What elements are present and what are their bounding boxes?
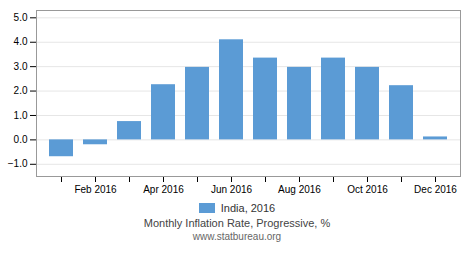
svg-text:Oct 2016: Oct 2016 xyxy=(347,184,388,195)
svg-text:0.0: 0.0 xyxy=(14,134,28,145)
svg-text:5.0: 5.0 xyxy=(14,12,28,23)
svg-text:Jun 2016: Jun 2016 xyxy=(211,184,253,195)
svg-text:−1.0: −1.0 xyxy=(8,158,28,169)
html-text:Monthly Inflation Rate, Progre: Monthly Inflation Rate, Progressive, % xyxy=(143,217,331,229)
svg-text:Aug 2016: Aug 2016 xyxy=(278,184,321,195)
html-text:www.statbureau.org: www.statbureau.org xyxy=(192,231,282,242)
svg-text:Feb 2016: Feb 2016 xyxy=(74,184,117,195)
svg-text:Dec 2016: Dec 2016 xyxy=(414,184,457,195)
svg-text:Apr 2016: Apr 2016 xyxy=(143,184,184,195)
svg-text:1.0: 1.0 xyxy=(14,110,28,121)
svg-text:3.0: 3.0 xyxy=(14,61,28,72)
html-text:India, 2016: India, 2016 xyxy=(220,202,276,214)
svg-text:4.0: 4.0 xyxy=(14,36,28,47)
svg-text:2.0: 2.0 xyxy=(14,85,28,96)
